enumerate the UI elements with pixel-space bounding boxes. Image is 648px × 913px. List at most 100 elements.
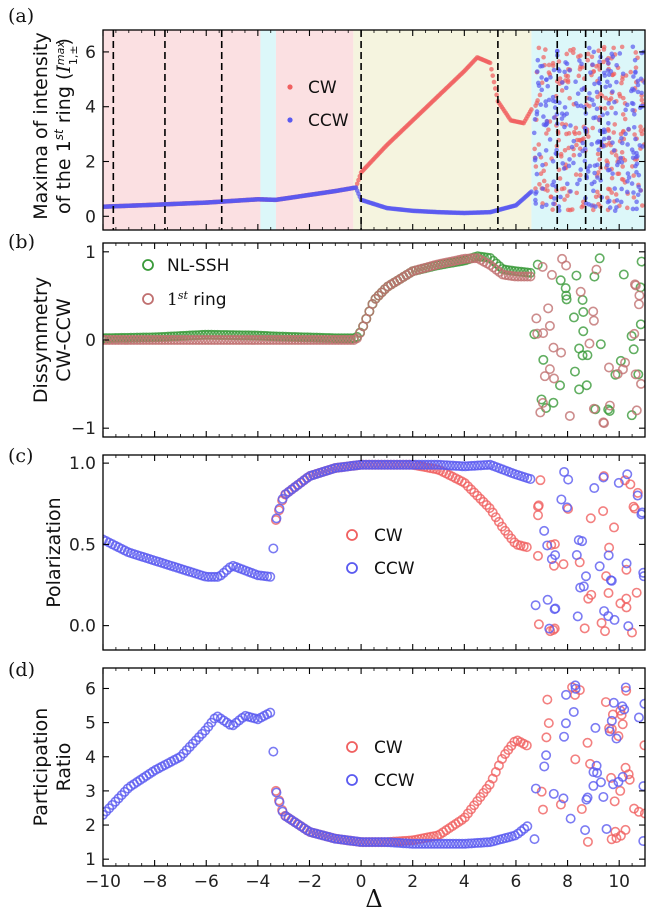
- data-point: [603, 550, 614, 561]
- data-point: [572, 131, 578, 137]
- data-point: [611, 45, 616, 51]
- data-point: [610, 89, 615, 94]
- y-axis-label: Maxima of intensity: [30, 32, 52, 219]
- legend-marker: [287, 84, 293, 90]
- data-point: [539, 204, 545, 210]
- legend-marker: [142, 259, 154, 271]
- chart-panel-d: −10 −8 −6 −4 −2 0 2 4 6 8 10123456(d)Participation…: [8, 659, 646, 913]
- data-point: [565, 813, 576, 824]
- data-point: [578, 172, 583, 178]
- data-point: [153, 332, 164, 343]
- data-point: [625, 171, 631, 176]
- chart-panel-c: 0.0 0.5 1.0 (c) Polarization CW CCW: [8, 445, 646, 651]
- data-point: [536, 142, 542, 147]
- data-point: [551, 201, 556, 207]
- data-point: [632, 490, 643, 501]
- data-point: [382, 459, 393, 470]
- data-point: [617, 364, 628, 375]
- data-point: [376, 287, 387, 298]
- data-point: [262, 334, 273, 345]
- data-point: [612, 99, 617, 105]
- data-point: [457, 838, 468, 849]
- x-tick-label: 4: [459, 872, 470, 892]
- data-point: [621, 177, 626, 183]
- data-point: [200, 329, 211, 340]
- data-point: [330, 334, 341, 345]
- data-point: [585, 169, 591, 174]
- legend: NL-SSH 1st ring: [142, 256, 229, 311]
- data-point: [605, 575, 616, 586]
- data-point: [215, 329, 226, 340]
- data-point: [581, 136, 586, 141]
- data-point: [577, 152, 582, 158]
- y-tick-label: 4: [85, 748, 96, 768]
- y-axis-label: CW-CCW: [53, 298, 75, 382]
- legend-marker: [346, 562, 358, 574]
- x-tick-label: 8: [562, 872, 573, 892]
- data-point: [122, 334, 133, 345]
- data-point: [274, 334, 285, 345]
- data-point: [552, 196, 557, 201]
- y-tick-label: 3: [85, 782, 96, 802]
- legend-label: 1st ring: [167, 289, 227, 311]
- data-point: [603, 588, 614, 599]
- data-point: [555, 799, 566, 810]
- data-point: [564, 51, 570, 57]
- data-point: [556, 494, 567, 505]
- data-point: [628, 69, 634, 75]
- data-point: [423, 459, 434, 470]
- data-point: [552, 105, 558, 110]
- legend-label: CW: [308, 78, 337, 98]
- data-point: [529, 107, 534, 112]
- data-point: [469, 487, 480, 498]
- data-point: [370, 293, 381, 304]
- data-point: [451, 838, 462, 849]
- y-tick-label: 0.5: [69, 535, 96, 555]
- data-point: [546, 127, 551, 132]
- data-point: [577, 177, 582, 183]
- data-point: [314, 334, 325, 345]
- data-point: [599, 418, 610, 429]
- data-point: [606, 834, 617, 845]
- data-point: [320, 334, 331, 345]
- data-point: [631, 405, 642, 416]
- data-point: [212, 329, 223, 340]
- data-point: [153, 334, 164, 345]
- data-point: [215, 570, 226, 581]
- data-point: [593, 115, 599, 120]
- data-point: [361, 459, 372, 470]
- data-point: [582, 350, 593, 361]
- data-point: [629, 147, 635, 153]
- y-tick-label: 4: [85, 98, 96, 118]
- data-point: [156, 334, 167, 345]
- data-point: [429, 459, 440, 470]
- data-point: [560, 283, 571, 294]
- x-tick-label: −8: [142, 872, 167, 892]
- data-point: [603, 95, 609, 101]
- data-point: [595, 139, 601, 144]
- data-point: [370, 837, 381, 848]
- data-point: [493, 86, 498, 91]
- data-point: [619, 80, 624, 86]
- data-point: [568, 123, 573, 128]
- data-point: [478, 837, 489, 848]
- data-point: [542, 694, 553, 705]
- legend: CW CCW: [287, 78, 349, 131]
- data-point: [563, 73, 569, 78]
- data-point: [555, 380, 566, 391]
- data-point: [537, 804, 548, 815]
- data-point: [355, 459, 366, 470]
- data-point: [613, 477, 624, 488]
- data-point: [296, 332, 307, 343]
- data-point: [635, 153, 640, 159]
- data-point: [482, 459, 493, 470]
- data-point: [551, 115, 557, 120]
- data-point: [575, 286, 586, 297]
- data-point: [544, 320, 555, 331]
- data-point: [228, 334, 239, 345]
- data-point: [178, 748, 189, 759]
- data-point: [447, 838, 458, 849]
- data-point: [609, 614, 620, 625]
- data-point: [200, 334, 211, 345]
- data-point: [535, 57, 541, 63]
